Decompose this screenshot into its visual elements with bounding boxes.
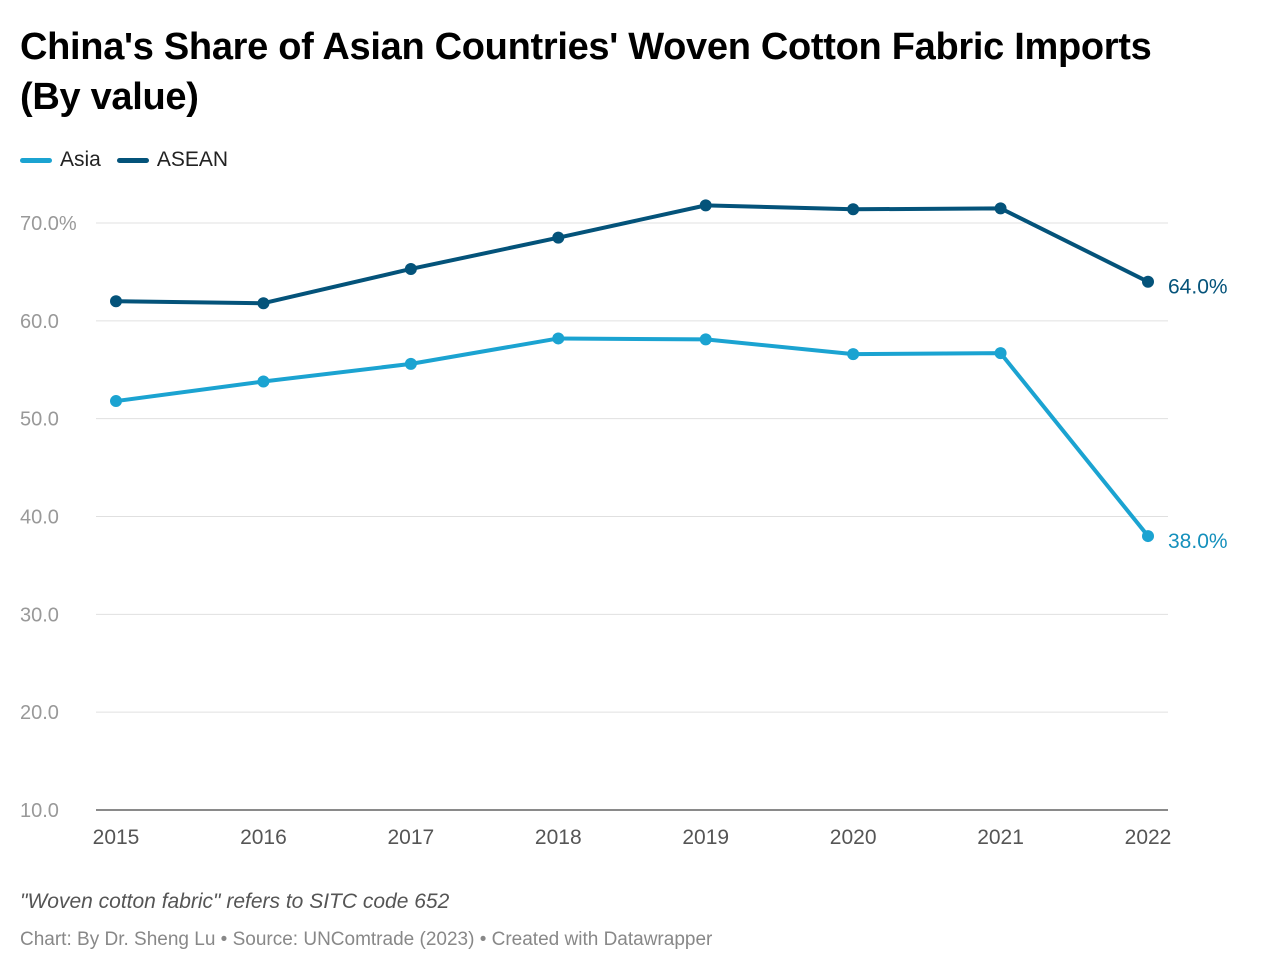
x-tick-label: 2020 <box>830 826 877 849</box>
x-tick-label: 2015 <box>93 826 140 849</box>
x-tick-label: 2019 <box>682 826 729 849</box>
chart-title: China's Share of Asian Countries' Woven … <box>20 26 1152 118</box>
data-point-asean <box>847 203 860 216</box>
line-chart: 10.0 20.0 30.0 40.0 50.0 60.0 70.0% 2015 2016 201… <box>20 199 1228 849</box>
x-tick-label: 2021 <box>977 826 1024 849</box>
x-tick-label: 2022 <box>1125 826 1172 849</box>
legend-swatch-asean <box>116 157 149 163</box>
data-point-asia <box>404 357 417 370</box>
data-point-asia <box>847 348 860 361</box>
end-label-asean: 64.0% <box>1168 276 1228 299</box>
legend-label-asean: ASEAN <box>156 148 229 171</box>
data-point-asean <box>552 231 565 244</box>
x-tick-label: 2017 <box>387 826 434 849</box>
legend-label-asia: Asia <box>60 148 101 171</box>
data-point-asean <box>110 295 122 308</box>
series-line-asia <box>114 336 1150 539</box>
chart-credit: Chart: By Dr. Sheng Lu • Source: UNComtr… <box>20 929 713 950</box>
x-tick-label: 2016 <box>240 826 287 849</box>
y-tick-label: 50.0 <box>20 409 59 431</box>
data-point-asia <box>994 347 1007 360</box>
data-point-asia <box>257 375 270 388</box>
legend: Asia ASEAN <box>20 148 228 172</box>
y-tick-label: 30.0 <box>20 604 59 626</box>
y-tick-label: 40.0 <box>20 507 59 529</box>
legend-item-asean: ASEAN <box>116 148 229 172</box>
data-point-asia <box>1142 530 1154 543</box>
legend-swatch-asia <box>20 157 52 163</box>
data-point-asean <box>994 202 1007 215</box>
x-tick-label: 2018 <box>535 826 582 849</box>
series-line-asean <box>114 203 1150 306</box>
y-tick-label: 20.0 <box>20 702 59 724</box>
chart-note: "Woven cotton fabric" refers to SITC cod… <box>20 890 450 913</box>
data-point-asia <box>699 333 712 346</box>
end-label-asia: 38.0% <box>1168 530 1228 553</box>
data-point-asia <box>110 395 122 408</box>
data-point-asean <box>699 199 712 212</box>
data-point-asean <box>1142 275 1154 288</box>
data-point-asia <box>552 332 565 345</box>
legend-item-asia: Asia <box>20 148 101 172</box>
y-tick-label: 10.0 <box>20 800 59 822</box>
data-point-asean <box>257 297 270 310</box>
data-point-asean <box>404 262 417 275</box>
y-tick-label: 70.0% <box>20 213 77 235</box>
y-tick-label: 60.0 <box>20 311 59 333</box>
